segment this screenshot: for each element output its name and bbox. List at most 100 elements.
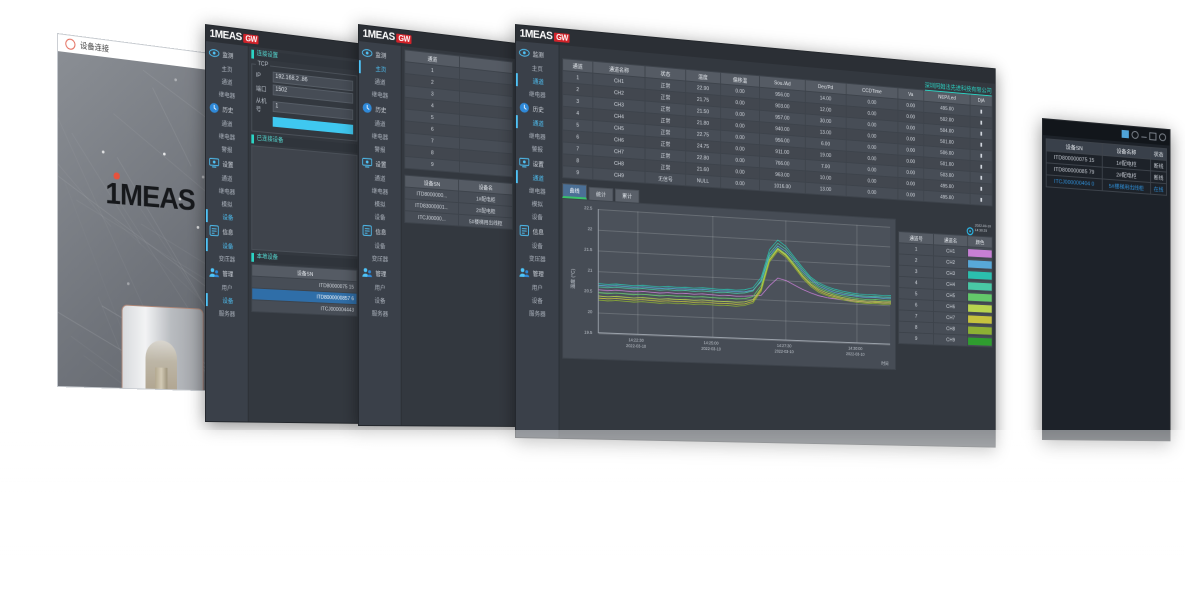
- cell-channel-name: CH9: [933, 334, 967, 346]
- sidebar: 监测 主页 通道 继电器 历史 通道 继电器 警报 设置 通道 继电器 模拟 设备 信息 设备 变压器 管理 用户…: [359, 41, 402, 425]
- table-cell: 13.00: [805, 182, 846, 196]
- tab-曲线[interactable]: 曲线: [562, 183, 587, 199]
- color-swatch: [968, 260, 992, 269]
- local-device-table[interactable]: 设备SN ITD80000075 15 ITD8000000857 6 ITCJ00…: [251, 264, 357, 317]
- table-cell: 495.00: [924, 190, 971, 204]
- color-swatch: [968, 271, 992, 280]
- color-swatch: [968, 293, 992, 301]
- sidebar-item-服务器[interactable]: 服务器: [516, 306, 559, 321]
- table-cell: 无信号: [645, 171, 685, 185]
- table-cell: 5#楼梯用出线柜: [459, 214, 513, 229]
- sidebar-group-label: 设置: [222, 159, 233, 169]
- info-icon: [519, 224, 530, 237]
- chart-ytick: 21.5: [572, 246, 592, 252]
- sidebar-group-label: 历史: [222, 104, 233, 114]
- color-swatch: [968, 337, 992, 345]
- connected-device-list[interactable]: [251, 145, 357, 256]
- sidebar-group-label: 管理: [375, 268, 386, 277]
- legend-panel: 2022-03-10 14:30:25 通道号 通道名 颜色 1 CH1 2 CH2 3 CH3…: [898, 219, 992, 373]
- device-name-table[interactable]: 设备SN 设备名 ITD8000000... 1#配电柜 ITD83000001...…: [404, 175, 513, 230]
- sidebar-group-label: 监测: [533, 49, 544, 59]
- cell-name: 5#楼梯用出线柜: [1102, 179, 1151, 194]
- series-CH4: [599, 233, 891, 301]
- settings-icon: [362, 156, 373, 169]
- spark-dot: [197, 225, 200, 228]
- hero-logo-text: 1MEAS: [105, 175, 194, 217]
- sidebar-group-label: 监测: [222, 50, 233, 60]
- monitor-icon: [362, 46, 373, 59]
- temperature-chart[interactable]: 温度 (°C) 22.5 22 21.5 21 20.5 20 19.5 14:22:30 2…: [562, 198, 896, 370]
- window-main-dashboard: 1MEAS GW 监测 主页 通道 继电器 历史 通道 继电器 警报 设置 通道 继电器 模拟 设备 信息设…: [515, 24, 996, 448]
- floor-reflection: 设备连接 1MEAS 1MEASGW 监测主页通道继电器历史通道继电器警报设置通…: [0, 430, 1185, 614]
- sidebar-item-服务器[interactable]: 服务器: [206, 306, 248, 321]
- chart-xtick: 14:22:30 2022-03-10: [618, 337, 654, 349]
- chart-ytick: 20: [572, 308, 592, 314]
- window-channel-list: 1MEAS GW 监测 主页 通道 继电器 历史 通道 继电器 警报 设置 通道 继电器 模拟 设备 信息设…: [358, 24, 516, 427]
- chart-ytick: 22.5: [572, 205, 592, 211]
- window-device-status: 设备SN 设备名称 状态 ITD800000075 15 1#配电柜 断线 ITD8000…: [1042, 118, 1170, 441]
- logo-dot-icon: [114, 172, 120, 179]
- sidebar-group-label: 信息: [222, 227, 233, 237]
- minimize-icon[interactable]: [1141, 134, 1146, 138]
- table-cell: ITCJ00000...: [405, 211, 459, 226]
- table-cell: 0.00: [898, 189, 924, 202]
- app-logo: 1MEAS GW: [520, 28, 570, 43]
- table-cell: 9: [563, 166, 593, 180]
- admin-icon: [209, 266, 220, 279]
- info-icon: [362, 224, 373, 237]
- cell-channel-no: 9: [899, 332, 934, 345]
- sidebar-group-label: 历史: [375, 104, 386, 114]
- dashboard-content: 深圳阿姆法先进科技有限公司 通道 通道名称 状态 温度 偏移温 Sou./Ad Dec/Pd…: [559, 45, 994, 447]
- chart-xtick: 14:25:00 2022-03-10: [694, 340, 729, 352]
- history-icon: [209, 101, 220, 114]
- app-icon: [65, 38, 75, 50]
- spacer: [256, 120, 270, 121]
- cylinder-graphic: [122, 304, 204, 396]
- help-icon[interactable]: [1132, 131, 1139, 139]
- color-swatch: [968, 282, 992, 291]
- restore-icon[interactable]: [1122, 130, 1129, 138]
- hero-title: 设备连接: [80, 40, 109, 55]
- sidebar: 监测 主页 通道 继电器 历史 通道 继电器 警报 设置 通道 继电器 模拟 设备 信息 设备 变压器 管理 用户…: [516, 41, 560, 438]
- settings-icon: [519, 156, 530, 169]
- maximize-icon[interactable]: [1149, 132, 1156, 140]
- tcp-legend: TCP: [256, 61, 270, 69]
- chart-series-svg: [599, 209, 891, 345]
- channel-table[interactable]: 通道 123456789: [404, 49, 513, 177]
- table-cell: CH9: [593, 168, 646, 183]
- section-connection: 连接设置 TCP IP 192.168.2 .86 端口 1502 从机号: [251, 50, 357, 142]
- cell-color: [968, 335, 992, 347]
- admin-icon: [362, 266, 373, 279]
- settings-icon: [209, 156, 220, 169]
- chart-ytick: 22: [572, 225, 592, 231]
- color-swatch: [968, 326, 992, 334]
- sidebar-group-管理[interactable]: 管理: [359, 264, 401, 282]
- spark-dot: [102, 151, 105, 154]
- color-swatch: [968, 315, 992, 323]
- sidebar-group-label: 信息: [533, 227, 544, 237]
- sidebar-group-label: 历史: [533, 104, 544, 114]
- status-badge: 在线: [1151, 183, 1167, 196]
- refresh-indicator[interactable]: 2022-03-10 14:30:25: [966, 223, 991, 233]
- refresh-icon[interactable]: [966, 223, 973, 232]
- label-slave: 从机号: [256, 95, 270, 114]
- table-cell: 0.00: [846, 185, 898, 200]
- hero-logo: 1MEAS: [105, 175, 194, 218]
- spark-dot: [174, 78, 177, 81]
- device-status-table[interactable]: 设备SN 设备名称 状态 ITD800000075 15 1#配电柜 断线 ITD8000…: [1046, 138, 1167, 196]
- info-icon: [209, 224, 220, 237]
- table-cell: 0.00: [720, 176, 759, 190]
- input-slave[interactable]: 1: [273, 101, 353, 120]
- sidebar-item-服务器[interactable]: 服务器: [359, 306, 401, 321]
- window-controls[interactable]: [1122, 130, 1166, 142]
- table-cell: NULL: [686, 174, 721, 188]
- section-local-devices: 本地设备 设备SN ITD80000075 15 ITD8000000857 6I…: [251, 253, 357, 317]
- channel-legend-table[interactable]: 通道号 通道名 颜色 1 CH1 2 CH2 3 CH3 4 CH4 5 CH5 6 CH6 7 CH7 8 CH…: [898, 231, 992, 348]
- sidebar-group-label: 设置: [375, 159, 386, 169]
- chart-xlabel: 时间: [881, 361, 888, 367]
- series-CH8: [599, 241, 891, 313]
- color-swatch: [968, 249, 992, 258]
- chart-ytick: 21: [572, 267, 592, 273]
- close-icon[interactable]: [1159, 133, 1166, 141]
- monitor-icon: [209, 46, 220, 59]
